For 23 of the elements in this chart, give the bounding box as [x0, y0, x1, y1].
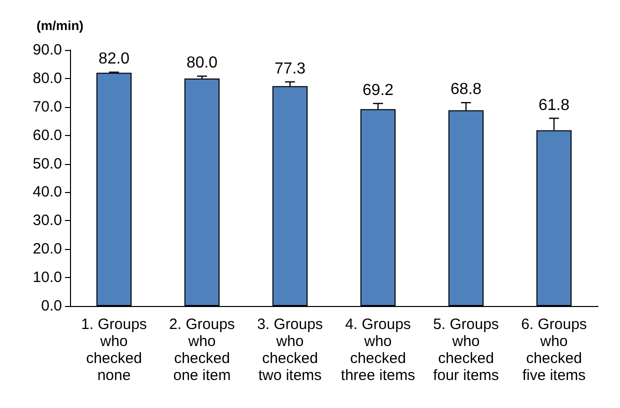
- y-tick-label: 20.0: [32, 240, 62, 258]
- x-tick-label: 2. Groups who checked one item: [169, 316, 235, 384]
- x-tick-label: 3. Groups who checked two items: [257, 316, 323, 384]
- x-tick-label: 4. Groups who checked three items: [340, 316, 416, 384]
- y-tick-label: 0.0: [41, 298, 62, 314]
- data-label: 69.2: [362, 82, 394, 99]
- y-tick-label: 50.0: [32, 155, 62, 172]
- y-axis-title: (m/min): [36, 18, 84, 33]
- y-tick-label: 80.0: [32, 70, 62, 87]
- data-label: 61.8: [538, 96, 570, 114]
- data-label: 82.0: [98, 50, 130, 68]
- x-tick-label: 6. Groups who checked five items: [521, 316, 587, 384]
- y-tick-label: 10.0: [32, 269, 62, 286]
- y-tick-label: 40.0: [32, 184, 62, 201]
- x-tick-label: 1. Groups who checked none: [81, 316, 147, 384]
- y-tick-label: 90.0: [32, 42, 62, 58]
- y-tick-label: 70.0: [32, 98, 62, 116]
- x-tick-label: 5. Groups who checked four items: [433, 316, 499, 384]
- y-tick-label: 60.0: [32, 126, 62, 144]
- y-tick-label: 30.0: [32, 212, 62, 230]
- data-label: 80.0: [186, 54, 218, 72]
- data-label: 77.3: [274, 60, 306, 78]
- data-label: 68.8: [450, 81, 482, 98]
